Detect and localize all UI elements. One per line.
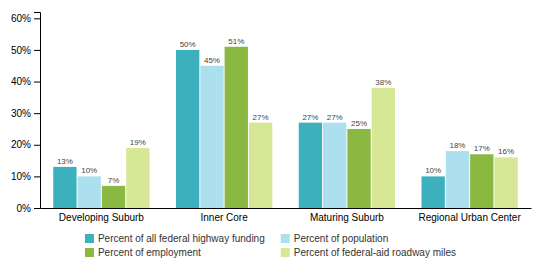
- series: [126, 88, 518, 208]
- axis-line: [41, 208, 532, 209]
- bar: [53, 167, 76, 208]
- data-label: 51%: [228, 37, 244, 46]
- data-label: 10%: [81, 166, 97, 175]
- axis-line: [34, 13, 41, 209]
- legend-swatch: [281, 248, 290, 257]
- legend: Percent of all federal highway funding Pe…: [85, 233, 456, 258]
- tick-label: Inner Core: [201, 212, 249, 223]
- tick: 10%: [11, 171, 40, 182]
- bar: [200, 66, 223, 208]
- legend-swatch: [85, 248, 94, 257]
- bar: [470, 154, 493, 208]
- bar: [372, 88, 395, 208]
- tick: 30%: [11, 108, 40, 119]
- legend-swatch: [85, 234, 94, 243]
- bar: [102, 186, 125, 208]
- tick: Maturing Suburb: [310, 212, 384, 223]
- tick-label: 20%: [11, 139, 31, 150]
- tick: Regional Urban Center: [418, 212, 521, 223]
- tick-label: Regional Urban Center: [418, 212, 521, 223]
- bar: [323, 123, 346, 208]
- bar: [421, 176, 444, 208]
- tick-mark: [34, 208, 40, 209]
- tick-label: Maturing Suburb: [310, 212, 384, 223]
- tick-mark: [34, 113, 40, 114]
- tick-label: 10%: [11, 171, 31, 182]
- tick-label: 50%: [11, 45, 31, 56]
- data-labels: 13% 50% 27% 10% 10% 45% 27% 18% 7% 51% 25% 17% 19% 27…: [57, 37, 514, 185]
- data-label: 13%: [57, 157, 73, 166]
- bar: [225, 47, 248, 208]
- legend-label: Percent of federal-aid roadway miles: [294, 247, 456, 258]
- data-label: 38%: [375, 78, 391, 87]
- legend-label: Percent of employment: [98, 247, 201, 258]
- data-label: 25%: [351, 119, 367, 128]
- tick: 40%: [11, 76, 40, 87]
- x-axis: Developing Suburb Inner Core Maturing Subu…: [41, 209, 532, 224]
- tick-mark: [34, 50, 40, 51]
- tick-label: Developing Suburb: [59, 212, 144, 223]
- bar: [78, 176, 101, 208]
- data-label: 27%: [253, 113, 269, 122]
- tick-mark: [34, 176, 40, 177]
- legend-label: Percent of all federal highway funding: [98, 233, 265, 244]
- legend-item: Percent of employment: [85, 247, 201, 258]
- bar: [347, 129, 370, 208]
- tick: Inner Core: [201, 212, 249, 223]
- y-axis: 0% 10% 20% 30% 40% 50% 60%: [11, 13, 41, 214]
- tick: 0%: [17, 203, 40, 214]
- tick-label: 60%: [11, 13, 31, 24]
- tick-label: 0%: [17, 203, 32, 214]
- tick: Developing Suburb: [59, 212, 144, 223]
- tick-mark: [34, 145, 40, 146]
- bar: [126, 148, 149, 208]
- bar: [249, 123, 272, 208]
- bar: [299, 123, 322, 208]
- data-label: 18%: [449, 141, 465, 150]
- tick: 50%: [11, 45, 40, 56]
- tick-mark: [34, 82, 40, 83]
- tick: 20%: [11, 139, 40, 150]
- data-label: 16%: [498, 147, 514, 156]
- series: [102, 47, 494, 208]
- chart: 0% 10% 20% 30% 40% 50% 60% Developing Suburb Inn…: [0, 0, 541, 272]
- plot: 0% 10% 20% 30% 40% 50% 60% Developing Suburb Inn…: [11, 13, 532, 224]
- data-label: 27%: [327, 113, 343, 122]
- tick-label: 40%: [11, 76, 31, 87]
- tick: 60%: [11, 13, 40, 24]
- data-label: 45%: [204, 56, 220, 65]
- bars: [53, 47, 518, 208]
- bar: [446, 151, 469, 208]
- bar: [176, 50, 199, 208]
- data-label: 27%: [302, 113, 318, 122]
- tick-mark: [34, 18, 40, 19]
- data-label: 19%: [130, 138, 146, 147]
- data-label: 10%: [425, 166, 441, 175]
- legend-label: Percent of population: [294, 233, 389, 244]
- bar: [494, 157, 517, 208]
- legend-item: Percent of federal-aid roadway miles: [281, 247, 456, 258]
- data-label: 50%: [180, 40, 196, 49]
- data-label: 7%: [108, 176, 120, 185]
- series: [78, 66, 470, 208]
- legend-item: Percent of population: [281, 233, 389, 244]
- series: [53, 50, 445, 208]
- tick-label: 30%: [11, 108, 31, 119]
- data-label: 17%: [474, 144, 490, 153]
- legend-swatch: [281, 234, 290, 243]
- legend-item: Percent of all federal highway funding: [85, 233, 265, 244]
